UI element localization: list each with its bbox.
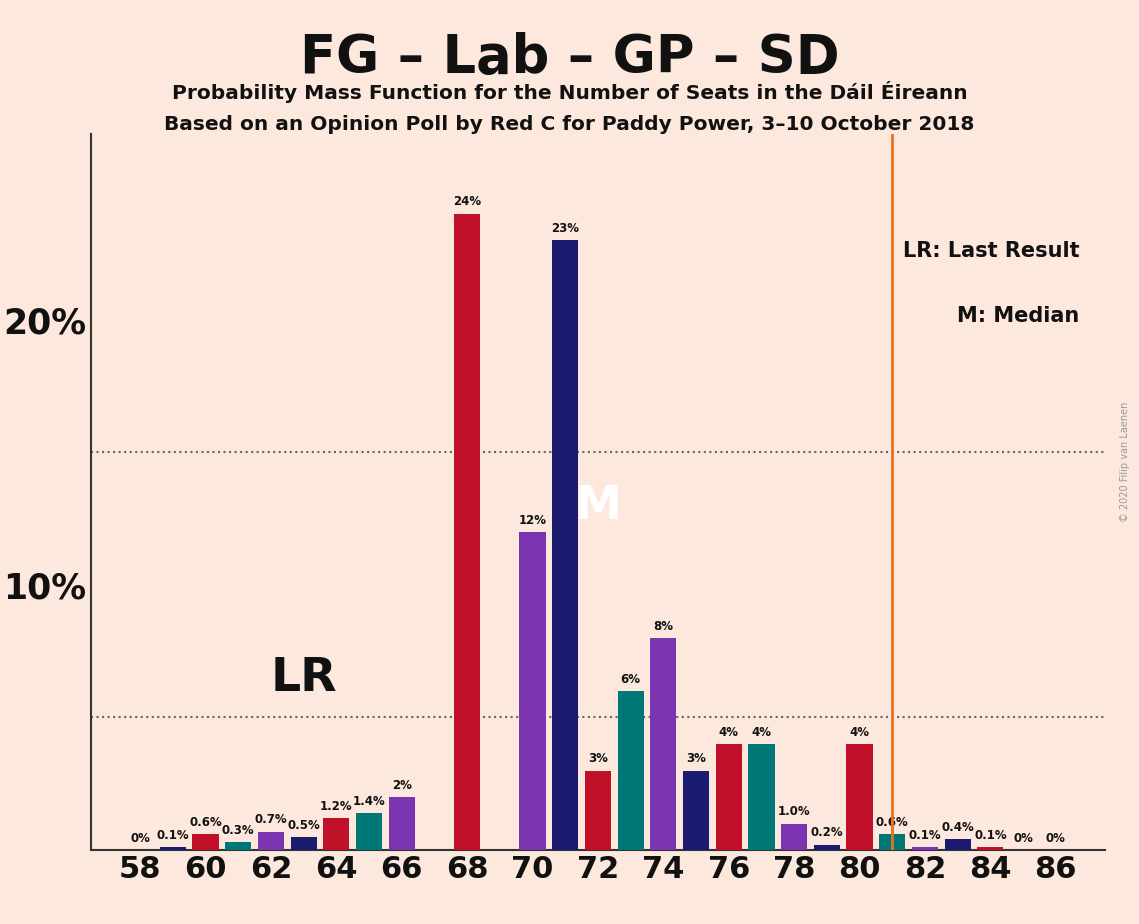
Text: Probability Mass Function for the Number of Seats in the Dáil Éireann: Probability Mass Function for the Number… xyxy=(172,81,967,103)
Text: 8%: 8% xyxy=(654,620,673,633)
Text: 0.3%: 0.3% xyxy=(222,824,255,837)
Bar xyxy=(192,834,219,850)
Text: 4%: 4% xyxy=(752,725,771,738)
Text: M: Median: M: Median xyxy=(957,306,1080,326)
Bar xyxy=(846,744,872,850)
Text: 0.1%: 0.1% xyxy=(156,829,189,842)
Bar xyxy=(552,240,579,850)
Text: © 2020 Filip van Laenen: © 2020 Filip van Laenen xyxy=(1121,402,1130,522)
Text: 3%: 3% xyxy=(588,752,608,765)
Text: 0.5%: 0.5% xyxy=(287,819,320,832)
Text: 12%: 12% xyxy=(518,514,547,527)
Bar xyxy=(879,834,906,850)
Bar xyxy=(813,845,839,850)
Bar xyxy=(290,837,317,850)
Text: 0.7%: 0.7% xyxy=(255,813,287,826)
Text: 6%: 6% xyxy=(621,673,640,686)
Text: Based on an Opinion Poll by Red C for Paddy Power, 3–10 October 2018: Based on an Opinion Poll by Red C for Pa… xyxy=(164,115,975,134)
Bar xyxy=(519,532,546,850)
Bar xyxy=(912,847,939,850)
Bar xyxy=(585,771,611,850)
Text: 1.0%: 1.0% xyxy=(778,805,811,819)
Bar xyxy=(226,842,252,850)
Text: 0%: 0% xyxy=(130,832,150,845)
Bar xyxy=(357,813,383,850)
Text: M: M xyxy=(575,483,622,529)
Text: 0.6%: 0.6% xyxy=(189,816,222,829)
Bar xyxy=(748,744,775,850)
Text: 24%: 24% xyxy=(453,195,482,208)
Bar xyxy=(257,832,284,850)
Bar xyxy=(944,840,970,850)
Text: LR: Last Result: LR: Last Result xyxy=(903,241,1080,261)
Bar xyxy=(977,847,1003,850)
Text: 2%: 2% xyxy=(392,779,411,792)
Bar xyxy=(617,691,644,850)
Text: 0.6%: 0.6% xyxy=(876,816,909,829)
Bar xyxy=(683,771,710,850)
Text: 23%: 23% xyxy=(551,222,580,235)
Text: 1.2%: 1.2% xyxy=(320,800,353,813)
Text: 0.1%: 0.1% xyxy=(909,829,941,842)
Text: 3%: 3% xyxy=(686,752,706,765)
Bar xyxy=(781,823,808,850)
Text: 0%: 0% xyxy=(1046,832,1066,845)
Text: 0.1%: 0.1% xyxy=(974,829,1007,842)
Text: LR: LR xyxy=(271,656,337,701)
Text: 4%: 4% xyxy=(719,725,739,738)
Text: FG – Lab – GP – SD: FG – Lab – GP – SD xyxy=(300,32,839,84)
Text: 0.4%: 0.4% xyxy=(941,821,974,834)
Bar xyxy=(388,797,415,850)
Text: 0%: 0% xyxy=(1014,832,1033,845)
Bar xyxy=(323,819,350,850)
Bar xyxy=(650,638,677,850)
Bar xyxy=(159,847,186,850)
Bar xyxy=(454,213,481,850)
Text: 4%: 4% xyxy=(850,725,869,738)
Bar xyxy=(715,744,741,850)
Text: 1.4%: 1.4% xyxy=(353,795,385,808)
Text: 0.2%: 0.2% xyxy=(811,826,843,840)
